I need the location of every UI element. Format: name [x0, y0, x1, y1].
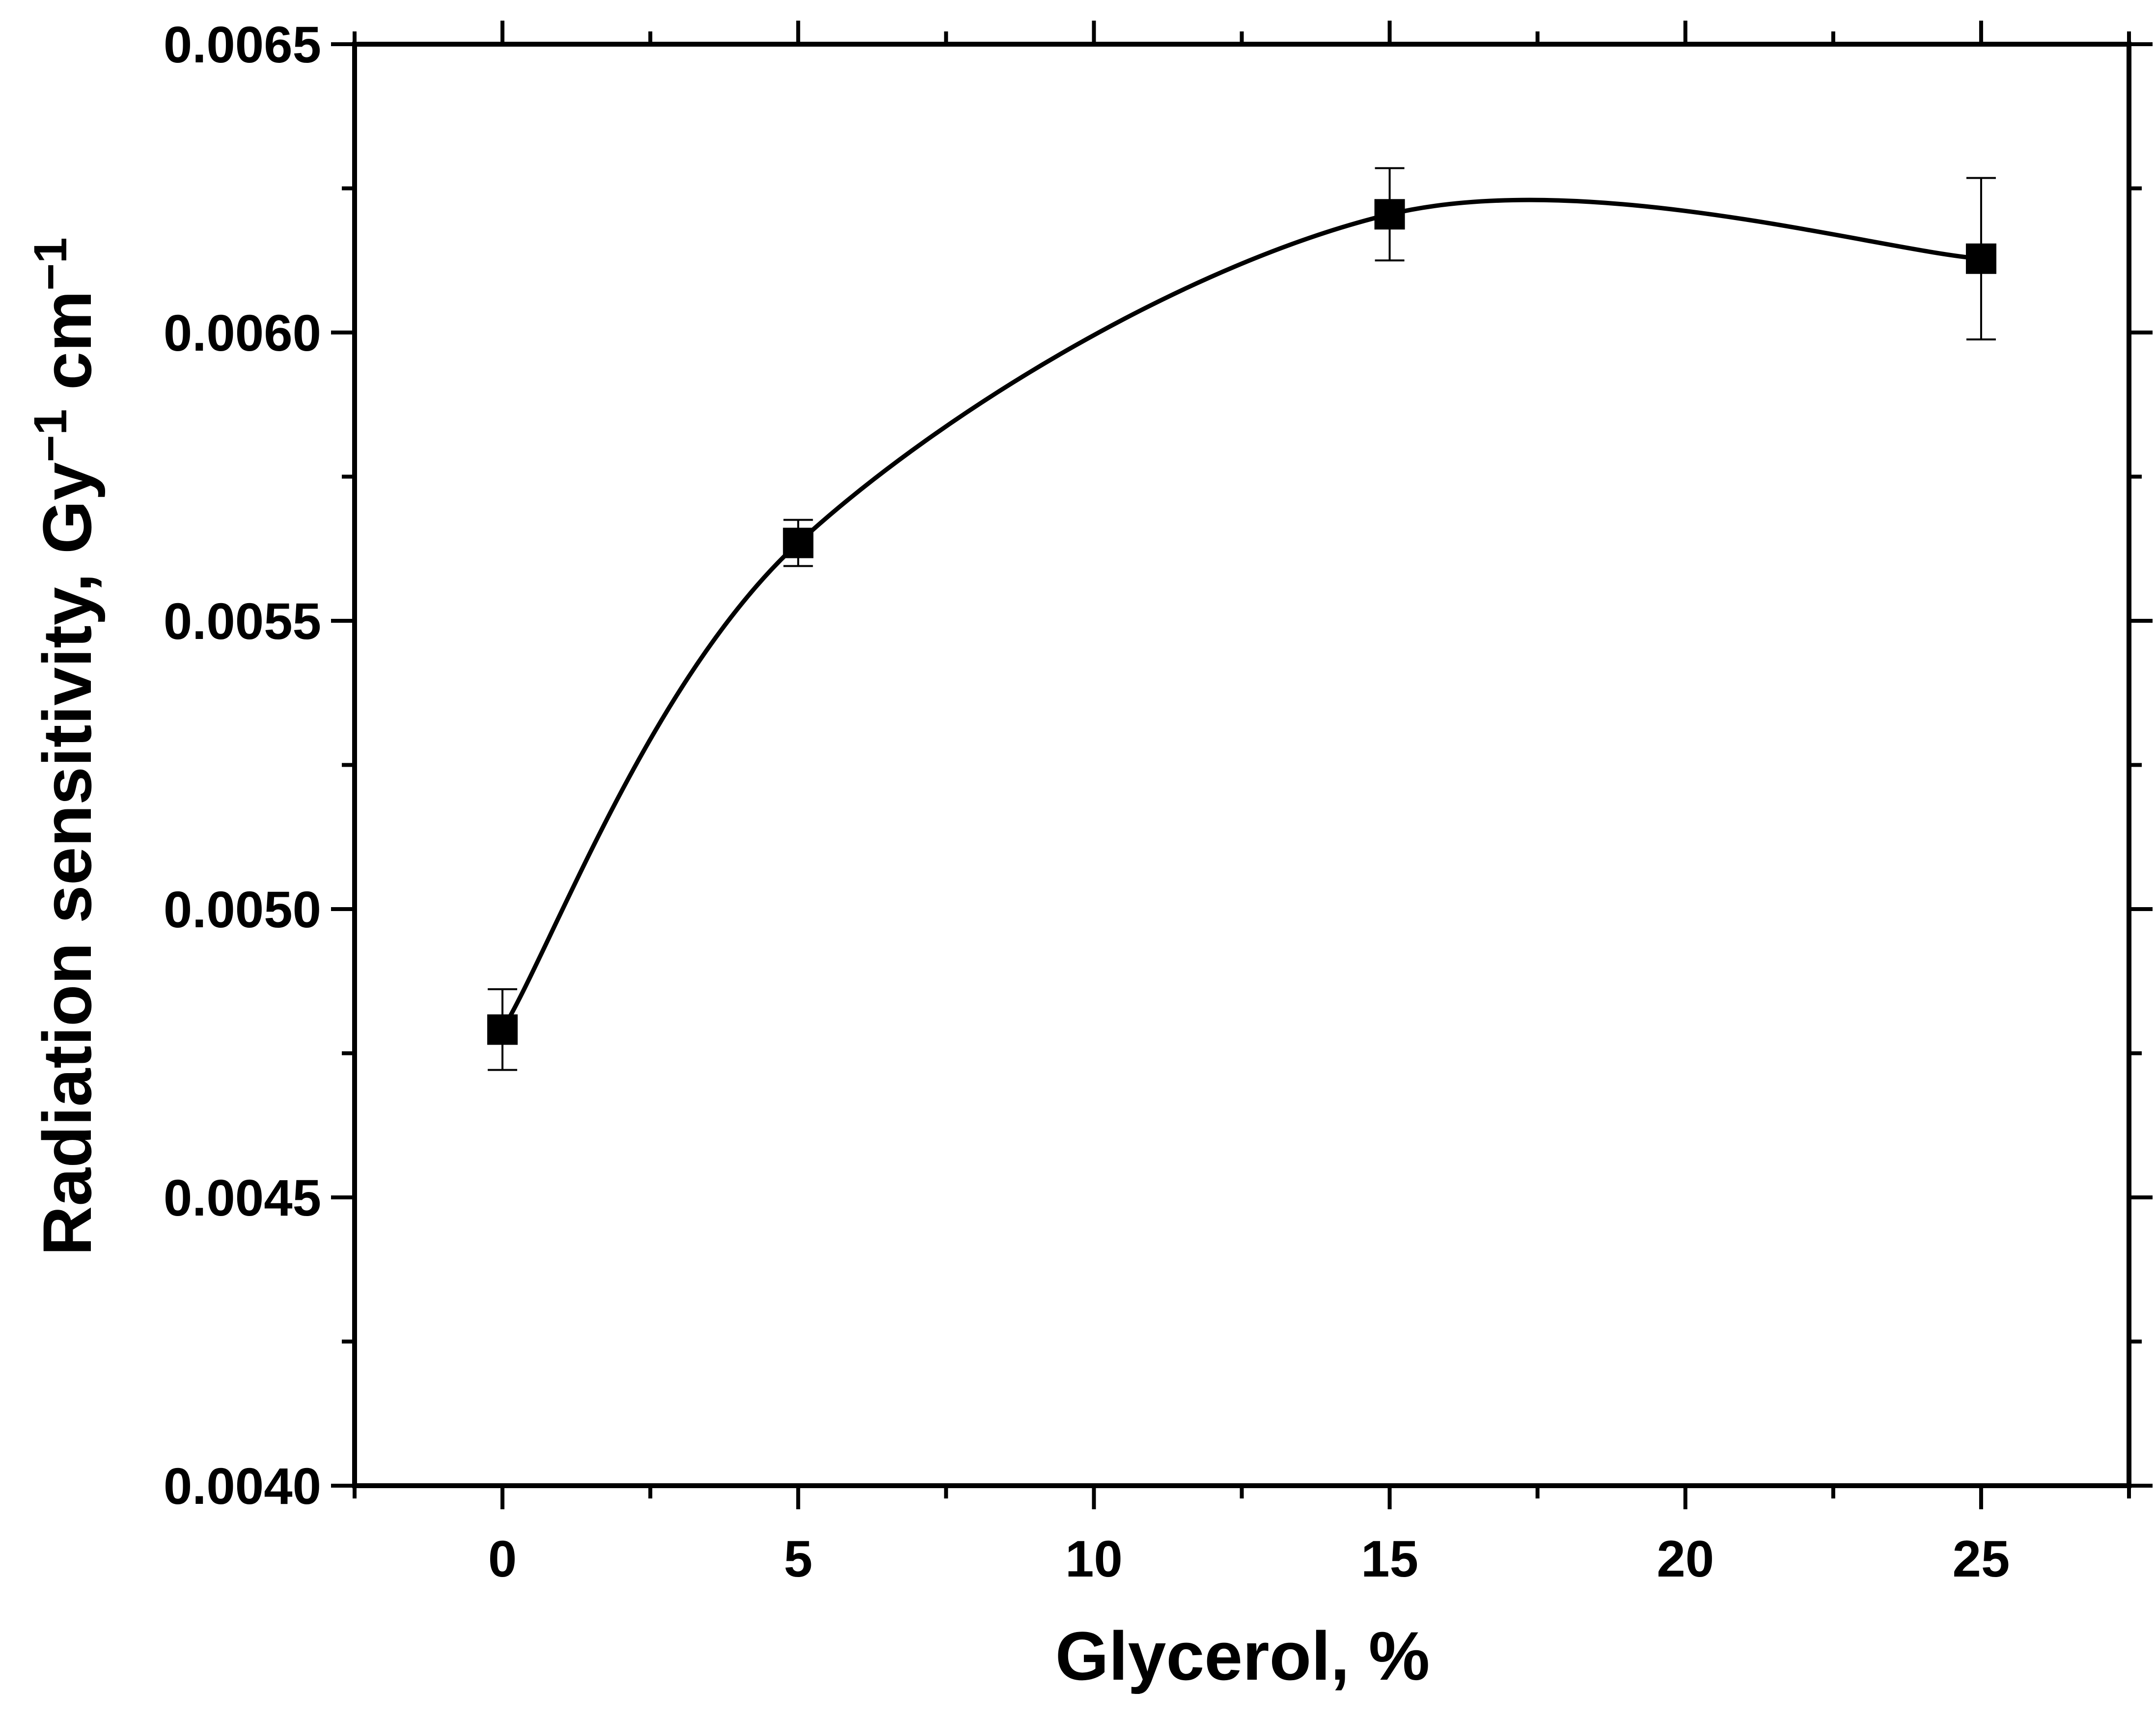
y-tick-label: 0.0060: [164, 305, 321, 362]
data-point: [1965, 243, 1996, 274]
plot-frame: [352, 42, 2131, 1488]
y-axis-title-sup2: −1: [25, 237, 77, 290]
data-point: [783, 527, 814, 558]
y-axis-title-mid: cm: [28, 291, 106, 409]
plot-area: [352, 42, 2131, 1488]
y-axis-title: Radiation sensitivity, Gy−1 cm−1: [25, 237, 106, 1256]
fit-line: [500, 197, 1982, 1031]
y-tick-label: 0.0050: [164, 881, 321, 939]
y-tick-label: 0.0065: [164, 16, 321, 74]
x-axis-title: Glycerol, %: [1055, 1617, 1430, 1694]
data-point: [1374, 199, 1405, 230]
x-tick-label: 10: [1065, 1530, 1123, 1588]
tick-labels: 0 5 10 15 20 25 0.0040 0.0045 0.0050 0.0055 0.0060…: [164, 16, 2010, 1588]
y-tick-label: 0.0040: [164, 1458, 321, 1515]
x-tick-label: 0: [488, 1530, 517, 1588]
y-axis-title-sup1: −1: [25, 409, 77, 462]
y-tick-label: 0.0045: [164, 1169, 321, 1227]
x-tick-label: 15: [1361, 1530, 1418, 1588]
x-tick-label: 5: [784, 1530, 812, 1588]
x-tick-label: 20: [1657, 1530, 1714, 1588]
y-tick-label: 0.0055: [164, 593, 321, 650]
y-axis-title-main: Radiation sensitivity, Gy: [28, 462, 106, 1256]
data-point: [487, 1014, 518, 1045]
data-marks: [487, 167, 1996, 1071]
x-tick-label: 25: [1953, 1530, 2010, 1588]
axis-ticks: [331, 21, 2153, 1509]
